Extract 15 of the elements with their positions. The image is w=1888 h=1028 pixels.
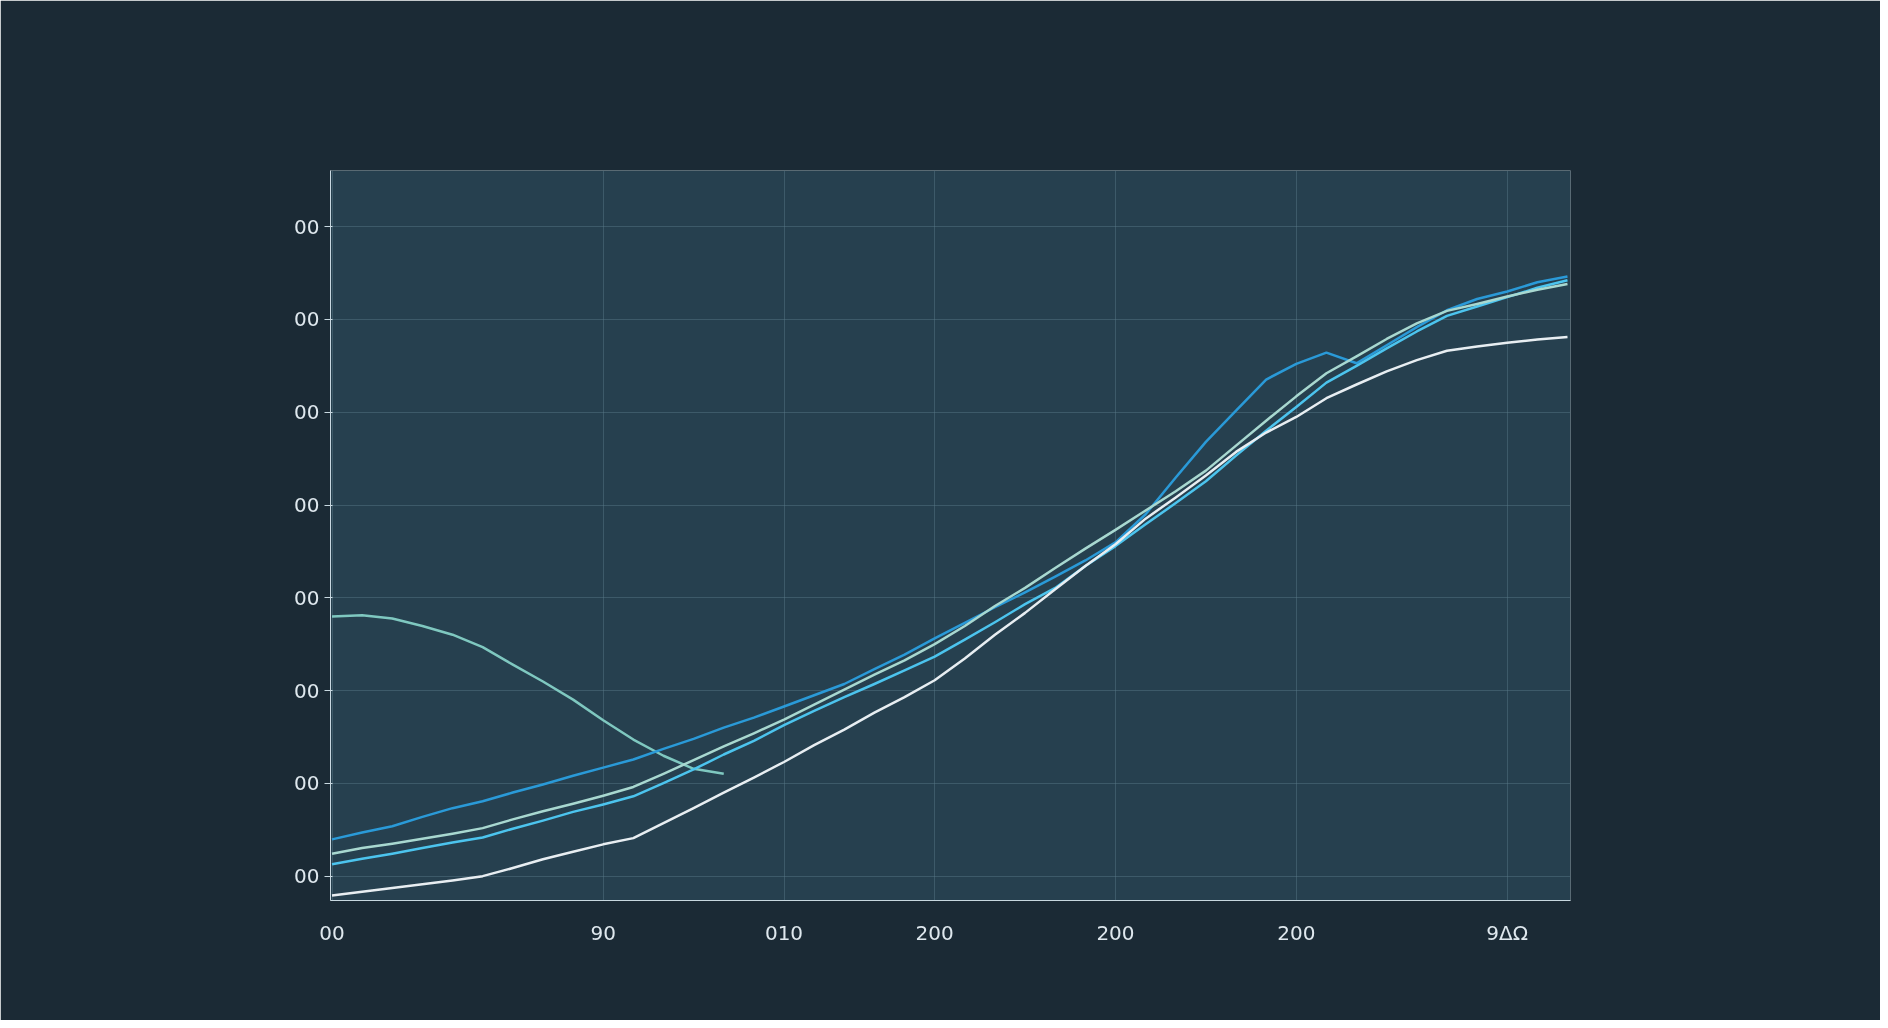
text: 00 — [294, 771, 320, 796]
x-tick-label: 010 — [764, 920, 804, 945]
text: 00 — [294, 307, 320, 332]
x-tick-label: 9ΔΩ — [1486, 920, 1529, 945]
text: 00 — [294, 678, 320, 703]
text: 00 — [294, 864, 320, 889]
x-tick-label: 200 — [1277, 920, 1316, 945]
x-tick-label: 90 — [590, 920, 616, 945]
x-tick-label: 00 — [319, 920, 345, 945]
x-tick-label: 200 — [915, 920, 954, 945]
text: 00 — [294, 585, 320, 610]
x-tick-label: 200 — [1096, 920, 1135, 945]
text: 00 — [294, 400, 320, 425]
text: 00 — [294, 493, 320, 518]
text: 00 — [294, 214, 320, 239]
